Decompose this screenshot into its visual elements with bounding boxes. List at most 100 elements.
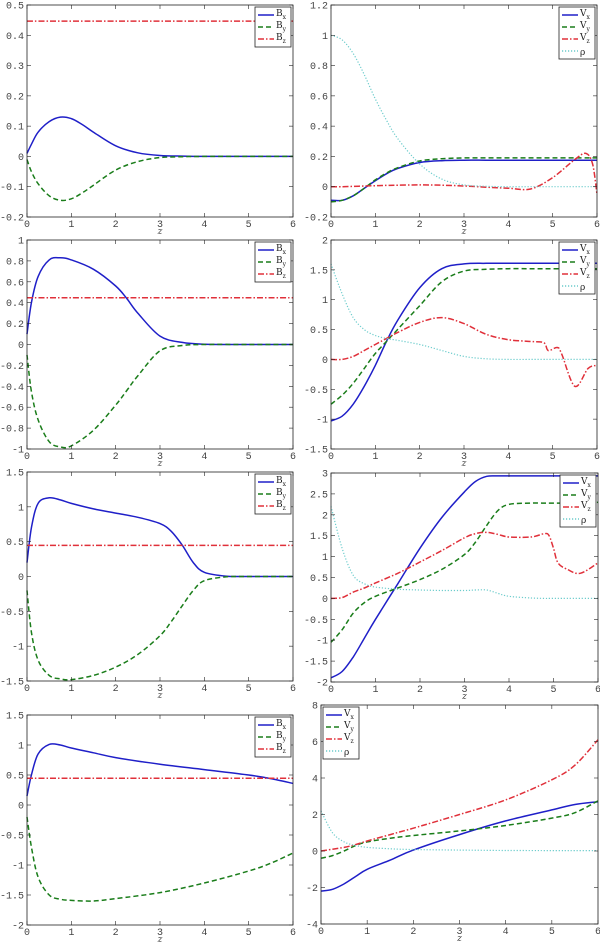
- y-tick-label: -1: [12, 643, 24, 654]
- x-axis-label: z: [157, 691, 163, 701]
- series-line-Vx: [320, 800, 599, 892]
- legend-label-rho: ρ: [344, 748, 349, 758]
- y-tick-label: 0.4: [6, 299, 24, 310]
- series-line-Vz: [320, 739, 599, 852]
- x-tick-label: 5: [549, 927, 555, 938]
- series-line-Vy: [330, 267, 597, 405]
- y-tick-label: -0.2: [304, 214, 328, 225]
- x-tick-label: 1: [372, 452, 378, 463]
- series-line-By: [26, 343, 293, 449]
- legend-label-Vy: Vy: [343, 721, 355, 733]
- x-tick-label: 4: [503, 927, 509, 938]
- y-tick-label: -0.1: [0, 183, 24, 194]
- legend-label-Vy: Vy: [579, 21, 591, 33]
- y-tick-label: 2: [322, 237, 328, 248]
- y-tick-label: -2: [306, 884, 318, 895]
- x-tick-label: 0: [318, 927, 324, 938]
- y-tick-label: -1: [316, 416, 328, 427]
- y-tick-label: -1.5: [304, 446, 328, 457]
- x-tick-label: 6: [290, 684, 296, 695]
- x-tick-label: 4: [201, 452, 207, 463]
- y-tick-label: 0.4: [6, 32, 24, 43]
- x-tick-label: 1: [372, 220, 378, 231]
- y-tick-label: 1: [322, 32, 328, 43]
- x-tick-label: 6: [594, 220, 600, 231]
- legend-label-rho: ρ: [580, 283, 585, 293]
- x-tick-label: 6: [290, 220, 296, 231]
- y-tick-label: -4: [306, 921, 318, 932]
- legend-label-By: By: [276, 256, 287, 268]
- subplot-3: 0 1 2 3 4 5 6 -1 -0.8 -0.6 -0.4 -0.2 0 0.2 0.4 0.6 0.8 1 z…: [0, 237, 296, 470]
- y-tick-label: 0.8: [6, 257, 24, 268]
- y-tick-label: 0: [18, 341, 24, 352]
- x-tick-label: 6: [595, 927, 600, 938]
- y-tick-label: 0.2: [310, 153, 328, 164]
- x-tick-label: 5: [246, 684, 252, 695]
- x-tick-label: 4: [201, 684, 207, 695]
- x-tick-label: 4: [201, 220, 207, 231]
- x-tick-label: 6: [290, 928, 296, 939]
- x-tick-label: 3: [461, 220, 467, 231]
- x-axis-label: z: [157, 227, 163, 237]
- legend-label-Bx: Bx: [276, 719, 287, 731]
- series-line-Bx: [26, 743, 294, 797]
- x-tick-label: 5: [550, 220, 556, 231]
- x-axis-label: z: [461, 692, 467, 702]
- x-tick-label: 4: [506, 685, 512, 696]
- y-tick-label: 2: [322, 511, 328, 522]
- y-tick-label: 0.8: [310, 62, 328, 73]
- y-tick-label: 3: [322, 470, 328, 481]
- series-line-rho: [330, 34, 597, 188]
- x-axis-label: z: [456, 934, 462, 943]
- x-tick-label: 4: [201, 928, 207, 939]
- series-line-By: [26, 155, 293, 202]
- x-tick-label: 6: [290, 452, 296, 463]
- x-tick-label: 6: [594, 452, 600, 463]
- y-tick-label: 1.2: [310, 2, 328, 13]
- x-tick-label: 2: [113, 220, 119, 231]
- x-tick-label: 5: [550, 685, 556, 696]
- x-tick-label: 0: [328, 452, 334, 463]
- y-tick-label: -0.2: [0, 214, 24, 225]
- x-tick-label: 5: [550, 452, 556, 463]
- x-tick-label: 0: [24, 928, 30, 939]
- legend-label-By: By: [276, 21, 287, 33]
- series-line-Vy: [330, 157, 597, 203]
- legend-label-rho: ρ: [581, 516, 586, 526]
- x-tick-label: 6: [595, 685, 600, 696]
- legend-label-Vz: Vz: [579, 268, 590, 280]
- y-tick-label: 0.5: [6, 772, 24, 783]
- x-tick-label: 0: [328, 220, 334, 231]
- series-line-Vx: [330, 475, 598, 679]
- legend-label-Vy: Vy: [579, 256, 591, 268]
- series-line-Vz: [330, 152, 598, 195]
- y-tick-label: 0.6: [310, 92, 328, 103]
- x-tick-label: 1: [364, 927, 370, 938]
- y-tick-label: 0.5: [310, 574, 328, 585]
- y-tick-label: -1: [316, 637, 328, 648]
- y-tick-label: -1: [12, 446, 24, 457]
- x-tick-label: 0: [24, 684, 30, 695]
- series-line-rho: [330, 263, 597, 361]
- x-tick-label: 2: [417, 220, 423, 231]
- y-tick-label: -2: [12, 922, 24, 933]
- legend-label-Vx: Vx: [579, 9, 591, 21]
- y-tick-label: -0.2: [0, 362, 24, 373]
- y-tick-label: 6: [312, 738, 318, 749]
- y-tick-label: -0.5: [0, 608, 24, 619]
- y-tick-label: 0.5: [6, 2, 24, 13]
- y-tick-label: -0.5: [304, 386, 328, 397]
- y-tick-label: 8: [312, 702, 318, 713]
- x-tick-label: 3: [157, 220, 163, 231]
- x-tick-label: 2: [113, 928, 119, 939]
- axes-frame: [26, 4, 294, 218]
- y-tick-label: 0.2: [6, 92, 24, 103]
